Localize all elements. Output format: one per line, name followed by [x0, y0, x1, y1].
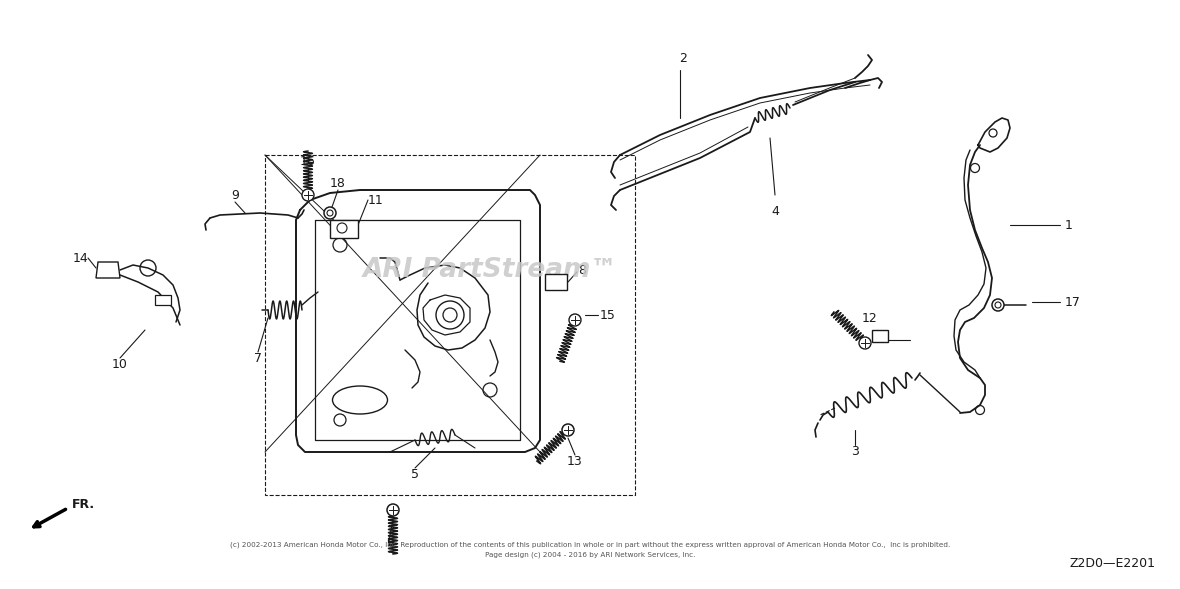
Text: 13: 13 — [568, 455, 583, 468]
Text: 16: 16 — [300, 155, 316, 168]
Text: 14: 14 — [72, 252, 88, 264]
Bar — [266, 155, 635, 495]
Circle shape — [992, 299, 1004, 311]
Text: 17: 17 — [1066, 296, 1081, 309]
Text: 11: 11 — [368, 194, 384, 207]
Polygon shape — [96, 262, 120, 278]
Text: 9: 9 — [231, 189, 238, 202]
Circle shape — [569, 314, 581, 326]
Text: 15: 15 — [599, 309, 616, 322]
Text: 8: 8 — [578, 263, 586, 276]
Text: ARI PartStream™: ARI PartStream™ — [362, 257, 617, 283]
Text: 4: 4 — [771, 205, 779, 218]
Circle shape — [562, 424, 573, 436]
Text: 3: 3 — [851, 445, 859, 458]
Text: Page design (c) 2004 - 2016 by ARI Network Services, Inc.: Page design (c) 2004 - 2016 by ARI Netwo… — [485, 551, 695, 558]
Text: 2: 2 — [678, 52, 687, 65]
Text: 1: 1 — [1066, 219, 1073, 231]
Circle shape — [387, 504, 399, 516]
Text: Z2D0—E2201: Z2D0—E2201 — [1069, 557, 1155, 570]
Bar — [872, 330, 889, 342]
Circle shape — [859, 337, 871, 349]
Text: 18: 18 — [330, 177, 346, 190]
Circle shape — [324, 207, 336, 219]
Text: FR.: FR. — [72, 498, 96, 511]
Text: 5: 5 — [411, 468, 419, 481]
Text: 10: 10 — [112, 358, 127, 371]
Text: 7: 7 — [254, 352, 262, 365]
Text: 12: 12 — [863, 312, 878, 325]
Bar — [155, 295, 171, 305]
Circle shape — [302, 189, 314, 201]
Bar — [545, 274, 568, 290]
Text: 6: 6 — [386, 535, 394, 548]
Text: (c) 2002-2013 American Honda Motor Co., Inc. Reproduction of the contents of thi: (c) 2002-2013 American Honda Motor Co., … — [230, 541, 950, 548]
Bar — [330, 220, 358, 238]
